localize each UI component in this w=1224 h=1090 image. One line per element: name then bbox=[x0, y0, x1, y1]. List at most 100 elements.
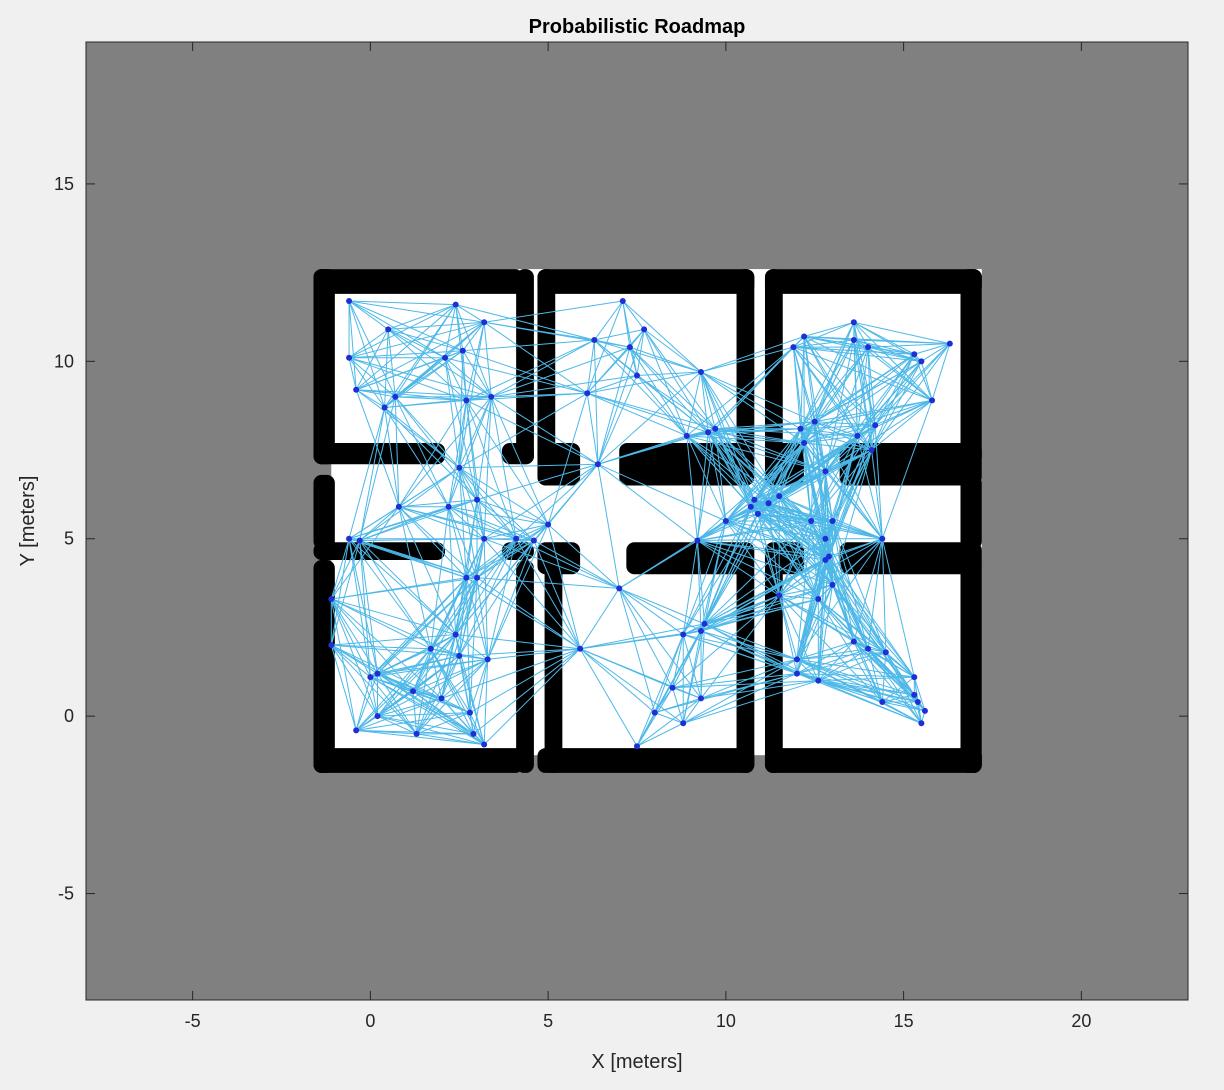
x-axis-label: X [meters] bbox=[591, 1051, 682, 1073]
roadmap-edge bbox=[818, 680, 883, 703]
roadmap-edge bbox=[459, 655, 488, 660]
roadmap-edge bbox=[856, 347, 869, 436]
roadmap-edge bbox=[455, 538, 517, 635]
roadmap-edge bbox=[387, 328, 446, 359]
roadmap-node bbox=[641, 326, 648, 333]
roadmap-edge bbox=[636, 375, 716, 430]
roadmap-edge bbox=[810, 435, 858, 522]
roadmap-edge bbox=[803, 321, 854, 337]
roadmap-node bbox=[712, 425, 719, 432]
roadmap-node bbox=[591, 337, 598, 344]
roadmap-node bbox=[705, 429, 712, 436]
roadmap-edge bbox=[882, 701, 926, 712]
roadmap-edge bbox=[803, 360, 922, 444]
roadmap-edge bbox=[394, 396, 450, 508]
roadmap-edge bbox=[476, 463, 599, 501]
roadmap-edge bbox=[618, 587, 702, 632]
roadmap-edge bbox=[697, 513, 759, 541]
roadmap-edge bbox=[778, 470, 826, 497]
roadmap-edge bbox=[587, 392, 687, 437]
roadmap-edge bbox=[586, 339, 595, 394]
roadmap-edge bbox=[874, 343, 951, 426]
roadmap-node bbox=[865, 344, 872, 351]
roadmap-edge bbox=[484, 538, 534, 542]
roadmap-node bbox=[392, 393, 399, 400]
roadmap-edge bbox=[359, 540, 378, 674]
roadmap-edge bbox=[686, 435, 698, 541]
roadmap-edge bbox=[697, 540, 780, 596]
roadmap-edge bbox=[416, 655, 460, 735]
roadmap-edge bbox=[330, 644, 371, 678]
roadmap-edge bbox=[448, 396, 492, 507]
roadmap-edge bbox=[853, 321, 950, 345]
roadmap-edge bbox=[440, 634, 457, 699]
roadmap-edge bbox=[867, 648, 922, 724]
wall bbox=[960, 560, 982, 773]
roadmap-edge bbox=[672, 673, 798, 689]
roadmap-edge bbox=[778, 442, 805, 497]
roadmap-edge bbox=[818, 680, 926, 712]
roadmap-edge bbox=[387, 304, 456, 330]
roadmap-edge bbox=[412, 658, 488, 692]
roadmap-edge bbox=[779, 495, 883, 540]
roadmap-edge bbox=[832, 424, 876, 522]
roadmap-edge bbox=[832, 584, 869, 649]
roadmap-node bbox=[577, 645, 584, 652]
y-tick-label: 5 bbox=[64, 529, 74, 549]
roadmap-edge bbox=[793, 339, 854, 348]
roadmap-edge bbox=[483, 538, 581, 650]
roadmap-edge bbox=[810, 471, 826, 522]
roadmap-edge bbox=[580, 634, 684, 650]
roadmap-edge bbox=[643, 329, 688, 437]
roadmap-edge bbox=[725, 499, 755, 522]
wall bbox=[537, 748, 755, 773]
wall bbox=[313, 269, 335, 465]
roadmap-edge bbox=[696, 432, 709, 541]
roadmap-edge bbox=[594, 339, 630, 348]
roadmap-edge bbox=[466, 577, 581, 650]
roadmap-node bbox=[459, 347, 466, 354]
roadmap-edge bbox=[682, 520, 727, 635]
roadmap-edge bbox=[384, 407, 450, 508]
roadmap-edge bbox=[619, 587, 705, 625]
roadmap-edge bbox=[796, 559, 826, 674]
roadmap-edge bbox=[515, 524, 549, 540]
roadmap-node bbox=[456, 464, 463, 471]
roadmap-edge bbox=[355, 676, 371, 731]
roadmap-edge bbox=[412, 577, 478, 692]
roadmap-edge bbox=[796, 598, 819, 660]
roadmap-edge bbox=[697, 540, 819, 600]
roadmap-edge bbox=[359, 538, 485, 542]
roadmap-edge bbox=[654, 634, 684, 713]
roadmap-edge bbox=[330, 538, 350, 646]
roadmap-edge bbox=[398, 506, 467, 579]
roadmap-edge bbox=[331, 644, 460, 657]
roadmap-edge bbox=[817, 556, 830, 681]
roadmap-edge bbox=[672, 680, 819, 689]
wall bbox=[313, 474, 335, 550]
roadmap-edge bbox=[757, 513, 883, 540]
roadmap-edge bbox=[384, 396, 492, 408]
roadmap-edge bbox=[355, 673, 378, 731]
roadmap-node bbox=[776, 592, 783, 599]
roadmap-node bbox=[751, 496, 758, 503]
roadmap-edge bbox=[824, 339, 855, 472]
roadmap-edge bbox=[330, 598, 378, 717]
roadmap-edge bbox=[348, 328, 389, 359]
roadmap-edge bbox=[444, 357, 467, 401]
roadmap-edge bbox=[714, 428, 752, 508]
roadmap-edge bbox=[636, 712, 656, 747]
roadmap-edge bbox=[853, 538, 883, 642]
wall bbox=[537, 542, 581, 575]
roadmap-edge bbox=[867, 538, 883, 649]
roadmap-edge bbox=[871, 399, 933, 451]
roadmap-edge bbox=[330, 644, 417, 735]
chart-title: Probabilistic Roadmap bbox=[529, 16, 746, 38]
roadmap-edge bbox=[448, 467, 460, 507]
roadmap-edge bbox=[472, 659, 489, 734]
roadmap-edge bbox=[882, 694, 915, 703]
roadmap-node bbox=[694, 537, 701, 544]
roadmap-node bbox=[634, 743, 640, 750]
roadmap-edge bbox=[483, 396, 492, 539]
roadmap-node bbox=[722, 518, 729, 524]
